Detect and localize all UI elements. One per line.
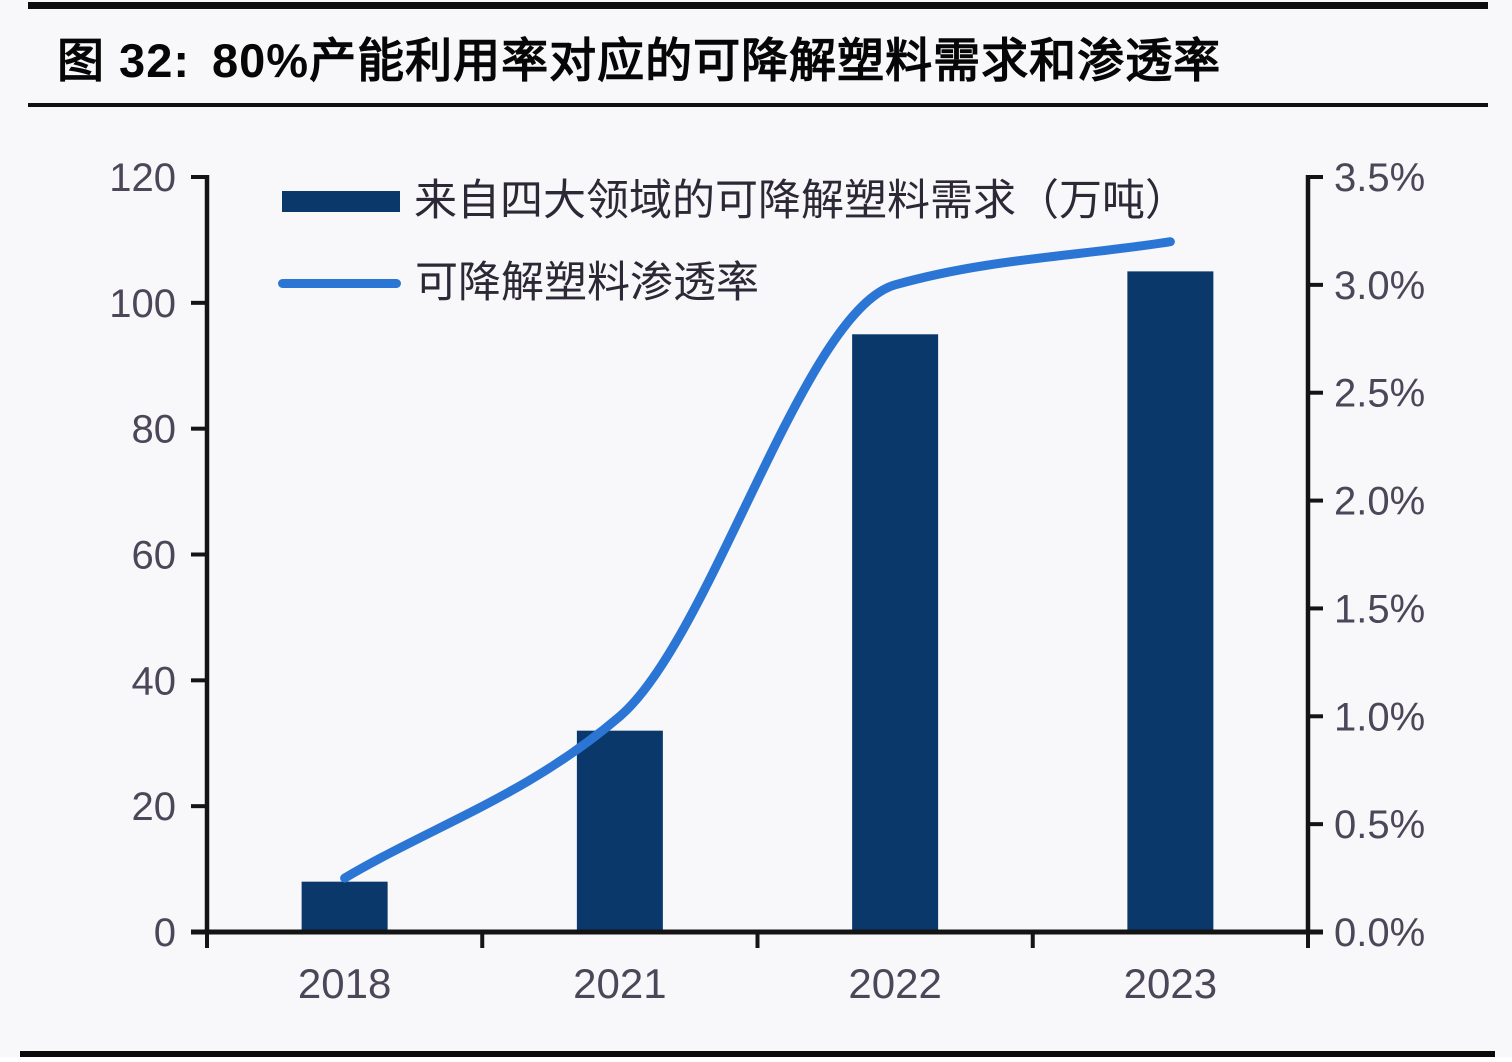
y-left-tick-label: 80 [132,408,177,452]
y-right-tick-label: 3.0% [1334,264,1425,308]
legend-label-demand: 来自四大领域的可降解塑料需求（万吨） [414,177,1188,225]
y-right-tick-label: 1.5% [1334,587,1425,631]
page-margin [0,1057,1512,1062]
legend-item-demand: 来自四大领域的可降解塑料需求（万吨） [282,178,1188,224]
y-left-tick-label: 100 [109,282,176,326]
penetration-line [340,237,1175,883]
bottom-rule [20,1051,1495,1057]
y-left-tick-label: 40 [132,659,177,703]
x-tick-label-2021: 2021 [573,960,666,1007]
x-tick-label-2023: 2023 [1124,960,1217,1007]
top-rule [28,2,1488,9]
bar-2022 [852,334,939,933]
bar-2021 [576,730,663,932]
y-right-tick-label: 0.5% [1334,803,1425,847]
bar-2023 [1127,271,1214,932]
y-left-tick-label: 60 [132,534,177,578]
legend-item-penetration: 可降解塑料渗透率 [278,260,759,306]
y-right-tick-label: 1.0% [1334,695,1425,739]
x-tick-label-2022: 2022 [848,960,941,1007]
bar-2018 [301,881,388,932]
y-right-tick-label: 2.0% [1334,480,1425,524]
title-underline [28,103,1488,107]
y-right-tick-label: 2.5% [1334,372,1425,416]
x-tick-label-2018: 2018 [298,960,391,1007]
line-series-swatch [278,278,401,288]
legend-label-penetration: 可降解塑料渗透率 [415,259,759,307]
y-right-tick-label: 3.5% [1334,156,1425,200]
y-left-tick-label: 120 [109,156,176,200]
y-right-tick-label: 0.0% [1334,911,1425,955]
figure-title: 图 32: 80%产能利用率对应的可降解塑料需求和渗透率 [57,22,1221,91]
y-left-tick-label: 20 [132,785,177,829]
y-left-tick-label: 0 [154,911,176,955]
figure-title-text: 80%产能利用率对应的可降解塑料需求和渗透率 [212,34,1222,87]
figure-number: 图 32: [57,34,190,87]
bar-series-swatch [282,190,400,212]
